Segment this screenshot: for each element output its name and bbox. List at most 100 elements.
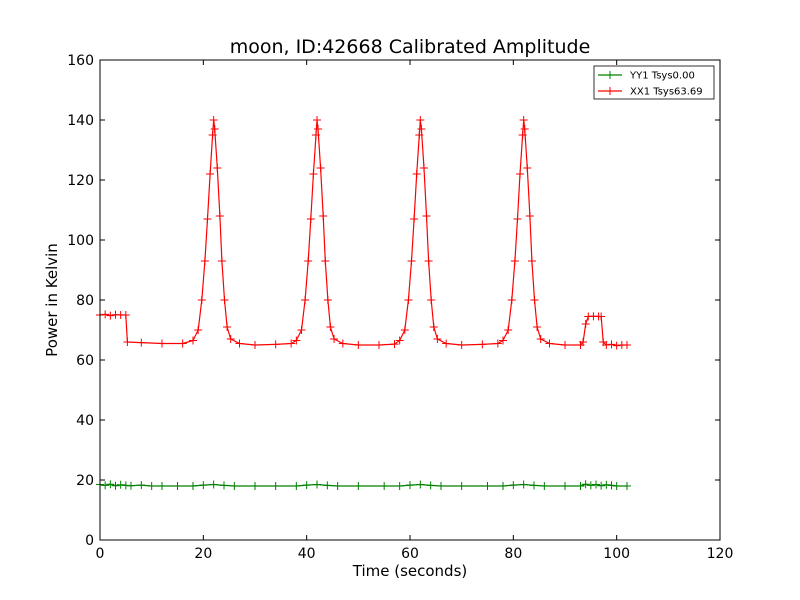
data-point <box>375 341 383 349</box>
data-point <box>101 310 110 319</box>
data-point <box>525 212 534 220</box>
x-tick-label: 60 <box>401 546 419 562</box>
data-point <box>504 326 513 334</box>
data-point <box>602 341 611 349</box>
y-tick-label: 80 <box>76 293 94 309</box>
y-tick-label: 140 <box>67 113 94 129</box>
data-point <box>597 312 606 321</box>
data-point <box>106 311 115 320</box>
data-point <box>287 339 296 348</box>
data-point <box>106 480 115 489</box>
data-point <box>576 482 585 490</box>
data-point <box>354 482 363 490</box>
x-tick-label: 80 <box>504 546 522 562</box>
data-point <box>530 481 538 490</box>
data-point <box>516 170 525 178</box>
data-point <box>189 482 197 490</box>
series-0 <box>96 480 631 490</box>
data-point <box>404 296 413 304</box>
data-point <box>123 338 132 346</box>
data-point <box>509 481 518 490</box>
data-point <box>199 481 208 490</box>
data-point <box>116 480 125 489</box>
data-point <box>523 164 532 172</box>
data-point <box>313 116 321 124</box>
data-point <box>314 125 323 133</box>
data-point <box>395 482 404 490</box>
data-point <box>189 336 197 345</box>
data-point <box>203 215 212 223</box>
plot-area: 0 20 40 60 80 100 120 0 20 40 60 80 100 120 140 160 <box>67 53 733 562</box>
data-point <box>427 296 436 304</box>
data-point <box>158 339 166 348</box>
legend-label: XX1 Tsys63.69 <box>630 87 703 98</box>
y-tick-label: 20 <box>76 473 94 489</box>
data-point <box>301 296 310 304</box>
data-point <box>137 481 146 490</box>
data-point <box>158 482 166 490</box>
data-point <box>579 338 588 346</box>
data-point <box>483 482 492 490</box>
data-point <box>323 481 332 490</box>
data-point <box>407 257 416 265</box>
data-point <box>213 164 222 172</box>
data-point <box>527 257 536 265</box>
data-point <box>208 131 217 139</box>
data-point <box>330 335 339 343</box>
data-point <box>127 481 135 490</box>
y-tick-label: 60 <box>76 353 94 369</box>
data-point <box>433 335 442 343</box>
data-point <box>321 257 330 265</box>
data-point <box>304 257 313 265</box>
data-point <box>457 341 466 349</box>
data-point <box>612 341 621 350</box>
data-point <box>292 336 301 345</box>
data-point <box>178 339 187 348</box>
data-point <box>111 481 120 490</box>
data-point <box>326 323 335 331</box>
data-point <box>592 480 600 489</box>
legend: YY1 Tsys0.00 XX1 Tsys63.69 <box>593 65 715 100</box>
legend-box <box>593 65 715 100</box>
data-point <box>545 339 554 348</box>
data-point <box>235 339 244 348</box>
data-point <box>493 339 502 348</box>
data-point <box>419 164 428 172</box>
data-point <box>429 323 438 331</box>
data-point <box>478 340 487 349</box>
x-tick-label: 100 <box>603 546 630 562</box>
data-point <box>416 116 425 124</box>
data-point <box>223 323 232 331</box>
data-point <box>422 212 431 220</box>
y-tick-label: 100 <box>67 233 94 249</box>
chart-title: moon, ID:42668 Calibrated Amplitude <box>230 36 591 58</box>
data-point <box>510 257 519 265</box>
data-point <box>424 257 433 265</box>
data-point <box>612 482 621 490</box>
data-point <box>581 480 590 489</box>
data-point <box>147 482 156 490</box>
data-point <box>271 482 280 490</box>
data-point <box>390 340 399 349</box>
data-point <box>313 480 321 489</box>
data-point <box>437 482 445 490</box>
data-point <box>210 125 219 133</box>
data-point <box>499 482 507 490</box>
data-point <box>457 482 466 490</box>
data-point <box>412 170 421 178</box>
data-point <box>395 336 404 345</box>
data-point <box>226 335 235 343</box>
data-point <box>230 482 239 490</box>
x-tick-label: 20 <box>194 546 212 562</box>
y-tick-label: 120 <box>67 173 94 189</box>
data-point <box>533 323 542 331</box>
data-point <box>410 215 419 223</box>
data-point <box>309 170 318 178</box>
data-point <box>121 311 130 319</box>
data-point <box>302 481 311 490</box>
data-point <box>316 164 325 172</box>
data-point <box>101 481 110 490</box>
data-point <box>206 170 215 178</box>
data-point <box>426 481 435 490</box>
